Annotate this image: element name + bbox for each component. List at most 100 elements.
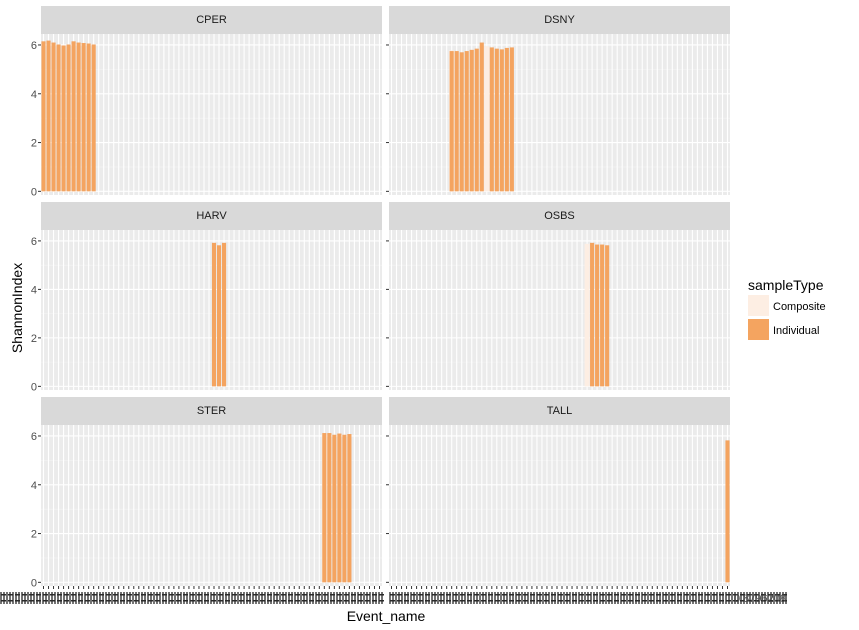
x-tick-label (677, 600, 682, 602)
x-tick-label (560, 592, 562, 604)
x-tick-label (8, 594, 13, 596)
facet-strip (41, 202, 382, 230)
x-tick-label (710, 592, 712, 604)
x-tick-label (120, 592, 122, 604)
x-tick-label (719, 600, 724, 602)
x-tick-label (15, 600, 20, 602)
x-tick-label (537, 594, 542, 596)
x-tick-label (57, 592, 59, 604)
facet-osbs: OSBS (389, 202, 730, 390)
x-tick-label (621, 594, 626, 596)
x-tick-label (785, 592, 787, 604)
x-tick-label (628, 600, 633, 602)
x-tick-label (176, 594, 181, 596)
facet-strip (389, 397, 730, 425)
x-tick-label (539, 592, 541, 604)
x-tick-label (533, 592, 535, 604)
x-tick-label (635, 600, 640, 602)
x-tick-label (169, 594, 174, 596)
x-tick-label (474, 594, 479, 596)
x-tick-label (253, 600, 258, 602)
x-tick-label (663, 594, 668, 596)
x-tick-label (620, 592, 622, 604)
x-tick-label (488, 592, 490, 604)
facet-ster: STER (41, 397, 382, 586)
bar-individual (221, 242, 227, 387)
x-tick-label (747, 600, 752, 602)
x-tick-label (309, 600, 314, 602)
x-tick-label (1, 600, 6, 602)
x-tick-label (344, 594, 349, 596)
x-tick-label (246, 600, 251, 602)
x-tick-label (686, 592, 688, 604)
x-tick-label (464, 592, 466, 604)
bar-individual (86, 43, 91, 192)
x-tick-label (572, 594, 577, 596)
x-tick-label (734, 592, 736, 604)
x-tick-label (563, 592, 565, 604)
x-tick-label (544, 600, 549, 602)
x-tick-label (309, 594, 314, 596)
x-tick-label (219, 592, 221, 604)
x-tick-label (579, 594, 584, 596)
bar-individual (499, 49, 504, 192)
x-tick-label (712, 600, 717, 602)
x-tick-label (71, 594, 76, 596)
x-tick-label (677, 592, 679, 604)
bar-individual (211, 242, 217, 387)
x-tick-label (309, 592, 311, 604)
x-tick-label (204, 600, 209, 602)
x-tick-label (48, 592, 50, 604)
x-tick-label (731, 592, 733, 604)
bar-individual (600, 244, 605, 387)
bar-composite (584, 243, 590, 387)
x-tick-label (365, 594, 370, 596)
x-tick-label (683, 592, 685, 604)
x-tick-label (537, 600, 542, 602)
x-tick-label (27, 592, 29, 604)
x-tick-label (12, 592, 14, 604)
x-tick-label (737, 592, 739, 604)
bar-individual (51, 42, 56, 192)
x-tick-label (418, 600, 423, 602)
x-tick-label (30, 592, 32, 604)
x-tick-label (635, 594, 640, 596)
x-tick-label (755, 592, 757, 604)
x-tick-label (719, 592, 721, 604)
x-tick-label (85, 594, 90, 596)
bar-individual (56, 44, 61, 192)
x-tick-label (530, 594, 535, 596)
x-tick-label (134, 600, 139, 602)
x-tick-label (211, 600, 216, 602)
x-tick-label (596, 592, 598, 604)
x-tick-label (337, 600, 342, 602)
legend-swatch-individual (748, 319, 769, 340)
x-tick-label (372, 592, 374, 604)
bar-individual (494, 48, 499, 192)
x-tick-label (523, 594, 528, 596)
x-tick-label (228, 592, 230, 604)
facet-cper: CPER (41, 6, 382, 195)
x-tick-label (691, 594, 696, 596)
facet-harv: HARV (41, 202, 382, 390)
x-tick-label (177, 592, 179, 604)
x-tick-label (72, 592, 74, 604)
x-tick-label (390, 594, 395, 596)
x-tick-label (302, 600, 307, 602)
x-tick-label (379, 600, 384, 602)
x-tick-label (479, 592, 481, 604)
x-tick-label (695, 592, 697, 604)
x-tick-label (509, 594, 514, 596)
x-tick-label (99, 592, 101, 604)
x-tick-label (605, 592, 607, 604)
x-tick-label (75, 592, 77, 604)
facet-strip (41, 6, 382, 34)
x-tick-label (584, 592, 586, 604)
x-tick-label (165, 592, 167, 604)
x-tick-label (120, 600, 125, 602)
x-tick-label (775, 594, 780, 596)
x-tick-label (201, 592, 203, 604)
x-tick-label (195, 592, 197, 604)
bar-individual (595, 244, 600, 387)
x-tick-label (85, 600, 90, 602)
